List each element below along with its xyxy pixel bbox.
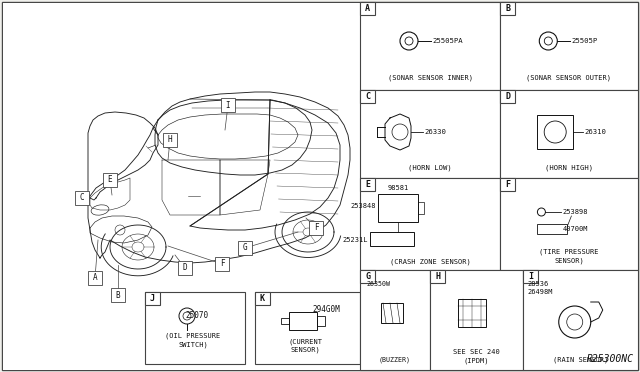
Text: B: B xyxy=(505,4,510,13)
Text: (OIL PRESSURE: (OIL PRESSURE xyxy=(165,333,221,339)
Bar xyxy=(360,178,375,191)
Text: 253848: 253848 xyxy=(351,203,376,209)
Text: 26498M: 26498M xyxy=(527,289,552,295)
Text: (BUZZER): (BUZZER) xyxy=(379,357,411,363)
Bar xyxy=(500,90,638,178)
Bar xyxy=(378,194,418,222)
Text: 26350W: 26350W xyxy=(366,281,390,287)
Bar xyxy=(145,292,160,305)
Bar xyxy=(500,90,515,103)
Bar xyxy=(238,241,252,255)
Text: (TIRE PRESSURE: (TIRE PRESSURE xyxy=(540,249,599,255)
Bar xyxy=(370,232,414,246)
Text: 294G0M: 294G0M xyxy=(312,305,340,314)
Bar xyxy=(360,270,375,283)
Text: F: F xyxy=(505,180,510,189)
Text: B: B xyxy=(116,291,120,299)
Text: 40700M: 40700M xyxy=(563,226,588,232)
Bar xyxy=(360,2,375,15)
Text: 25505PA: 25505PA xyxy=(432,38,463,44)
Bar xyxy=(523,270,538,283)
Bar xyxy=(75,191,89,205)
Text: H: H xyxy=(168,135,172,144)
Bar xyxy=(360,90,500,178)
Text: G: G xyxy=(365,272,370,281)
Text: E: E xyxy=(365,180,370,189)
Text: C: C xyxy=(365,92,370,101)
Text: 26330: 26330 xyxy=(424,129,446,135)
Text: D: D xyxy=(505,92,510,101)
Bar xyxy=(221,98,235,112)
Bar xyxy=(418,202,424,214)
Text: D: D xyxy=(182,263,188,273)
Bar xyxy=(538,224,568,234)
Text: SEE SEC 240: SEE SEC 240 xyxy=(453,349,500,355)
Text: (SONAR SENSOR OUTER): (SONAR SENSOR OUTER) xyxy=(527,75,611,81)
Text: F: F xyxy=(314,224,318,232)
Bar xyxy=(178,261,192,275)
Bar xyxy=(280,318,289,324)
Bar xyxy=(458,299,486,327)
Bar xyxy=(430,270,445,283)
Text: H: H xyxy=(435,272,440,281)
Text: 98581: 98581 xyxy=(387,185,408,191)
Bar xyxy=(430,270,523,370)
Bar xyxy=(317,316,324,326)
Bar xyxy=(500,178,638,270)
Text: 25070: 25070 xyxy=(186,311,209,321)
Text: 253898: 253898 xyxy=(563,209,588,215)
Bar xyxy=(360,2,500,90)
Bar xyxy=(500,2,515,15)
Text: I: I xyxy=(226,100,230,109)
Text: G: G xyxy=(243,244,247,253)
Bar xyxy=(360,90,375,103)
Text: SWITCH): SWITCH) xyxy=(178,342,208,348)
Text: 28536: 28536 xyxy=(527,281,548,287)
Bar xyxy=(111,288,125,302)
Bar xyxy=(215,257,229,271)
Bar xyxy=(381,303,403,323)
Bar xyxy=(255,292,270,305)
Bar xyxy=(163,133,177,147)
Text: 26310: 26310 xyxy=(584,129,606,135)
Text: F: F xyxy=(220,260,224,269)
Text: E: E xyxy=(108,176,112,185)
Text: (HORN HIGH): (HORN HIGH) xyxy=(545,165,593,171)
Text: K: K xyxy=(260,294,265,303)
Text: I: I xyxy=(528,272,533,281)
Bar xyxy=(103,173,117,187)
Bar xyxy=(500,178,515,191)
Text: A: A xyxy=(365,4,370,13)
Text: 25231L: 25231L xyxy=(342,237,368,243)
Text: (IPDM): (IPDM) xyxy=(464,358,489,364)
Bar xyxy=(255,292,360,364)
Text: (CRASH ZONE SENSOR): (CRASH ZONE SENSOR) xyxy=(390,259,470,265)
Text: SENSOR): SENSOR) xyxy=(291,347,321,353)
Text: A: A xyxy=(93,273,97,282)
Text: J: J xyxy=(150,294,155,303)
Bar xyxy=(537,115,573,149)
Text: C: C xyxy=(80,193,84,202)
Text: (CURRENT: (CURRENT xyxy=(289,339,323,345)
Bar xyxy=(2,2,360,370)
Bar xyxy=(145,292,245,364)
Text: (RAIN SENSOR): (RAIN SENSOR) xyxy=(553,357,608,363)
Text: SENSOR): SENSOR) xyxy=(554,258,584,264)
Bar xyxy=(523,270,638,370)
Bar xyxy=(360,178,500,270)
Bar xyxy=(289,312,317,330)
Text: 25505P: 25505P xyxy=(572,38,598,44)
Bar xyxy=(360,270,430,370)
Text: (SONAR SENSOR INNER): (SONAR SENSOR INNER) xyxy=(387,75,472,81)
Bar xyxy=(88,271,102,285)
Text: (HORN LOW): (HORN LOW) xyxy=(408,165,452,171)
Bar xyxy=(309,221,323,235)
Text: R25300NC: R25300NC xyxy=(587,354,634,364)
Bar xyxy=(500,2,638,90)
